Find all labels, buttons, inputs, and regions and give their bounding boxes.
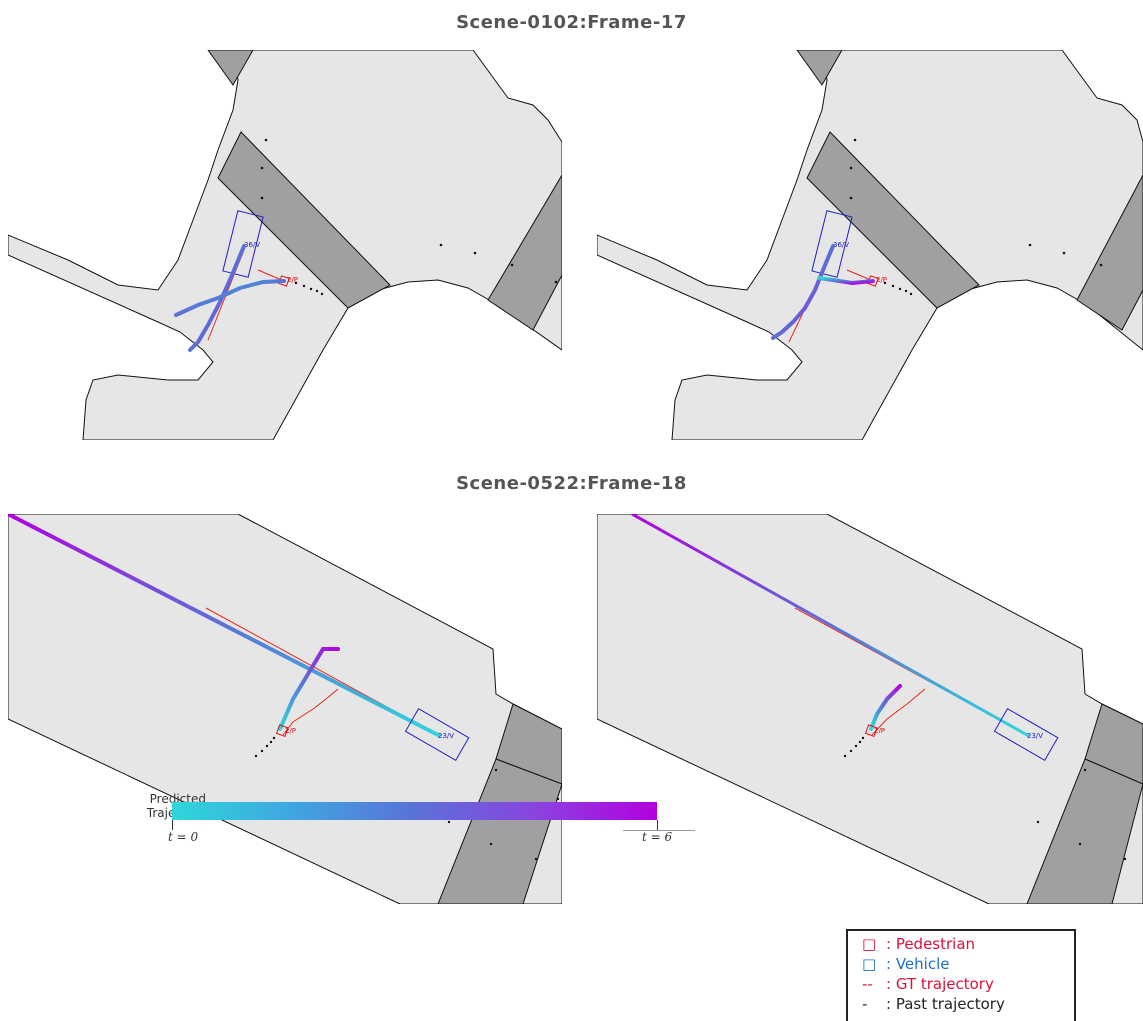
- dashed-line-icon: --: [862, 975, 873, 993]
- legend: □ : Pedestrian □ : Vehicle -- : GT trajecto…: [846, 929, 1076, 1021]
- vehicle-square-icon: □: [862, 955, 877, 973]
- pedestrian-label: 2/P: [285, 727, 296, 735]
- legend-vehicle-label: : Vehicle: [886, 955, 950, 973]
- vehicle-label: 23/V: [1027, 732, 1043, 740]
- pedestrian-label: 2/P: [876, 276, 887, 284]
- legend-vehicle: □ : Vehicle: [862, 955, 949, 973]
- legend-pedestrian-label: : Pedestrian: [886, 935, 976, 953]
- legend-gt: -- : GT trajectory: [862, 975, 994, 993]
- scene1-left-map: 36/V 2/P: [8, 50, 562, 440]
- legend-past-label: : Past trajectory: [886, 995, 1005, 1013]
- colorbar-start-tick: t = 0: [168, 830, 199, 844]
- scene-title-1: Scene-0102:Frame-17: [456, 12, 687, 33]
- scene1-right-map: 36/V 2/P: [597, 50, 1143, 440]
- pedestrian-label: 2/P: [287, 276, 298, 284]
- predicted-trajectory-colorbar: Predicted Trajectory t = 0 t = 6: [60, 790, 760, 860]
- pedestrian-square-icon: □: [862, 935, 877, 953]
- colorbar-gradient: [172, 802, 657, 820]
- dash-icon: -: [862, 995, 868, 1013]
- vehicle-label: 36/V: [833, 241, 849, 249]
- vehicle-label: 36/V: [244, 241, 260, 249]
- scene2-right-map: 23/V 2/P: [597, 514, 1143, 904]
- vehicle-label: 23/V: [438, 732, 454, 740]
- legend-past: -: Past trajectory: [862, 995, 1005, 1013]
- colorbar-end-tick: t = 6: [642, 830, 673, 844]
- legend-gt-label: : GT trajectory: [886, 975, 994, 993]
- scene-title-2: Scene-0522:Frame-18: [456, 473, 687, 494]
- legend-pedestrian: □ : Pedestrian: [862, 935, 975, 953]
- pedestrian-label: 2/P: [874, 727, 885, 735]
